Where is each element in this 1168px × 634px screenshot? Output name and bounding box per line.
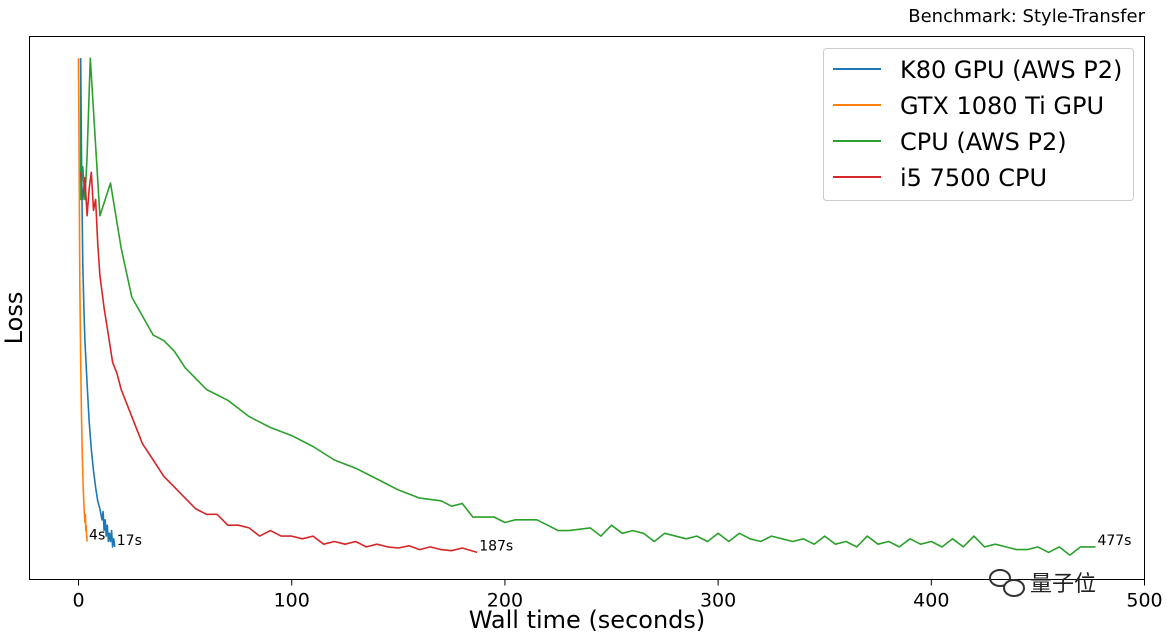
series-line xyxy=(77,58,88,542)
x-tick-label: 200 xyxy=(487,590,523,612)
series-end-label: 477s xyxy=(1097,533,1131,549)
legend-entry-label: CPU (AWS P2) xyxy=(900,128,1067,156)
series-layer: 17s 4s 477s 187s xyxy=(77,57,1131,556)
x-axis-title: Wall time (seconds) xyxy=(469,606,706,634)
y-axis-title: Loss xyxy=(0,292,28,345)
x-tick-label: 500 xyxy=(1126,590,1162,612)
legend-box xyxy=(823,48,1134,201)
x-tick-label: 300 xyxy=(700,590,736,612)
series-end-label: 187s xyxy=(479,538,513,554)
chart-title: Benchmark: Style-Transfer xyxy=(908,6,1145,27)
x-tick-label: 0 xyxy=(72,590,84,612)
x-tick-label: 400 xyxy=(913,590,949,612)
legend: K80 GPU (AWS P2) GTX 1080 Ti GPU CPU (AWS … xyxy=(823,48,1134,201)
series-line xyxy=(79,171,478,554)
plot-area-frame xyxy=(29,36,1145,580)
wechat-icon xyxy=(989,569,1025,597)
series-end-label: 4s xyxy=(89,527,105,543)
watermark: 量子位 xyxy=(989,569,1096,597)
series-end-label: 17s xyxy=(117,533,142,549)
legend-entry-label: K80 GPU (AWS P2) xyxy=(900,56,1122,84)
series-line xyxy=(79,57,1096,556)
x-axis: 0 100 200 300 400 500 xyxy=(72,579,1163,612)
legend-entry-label: i5 7500 CPU xyxy=(900,164,1047,192)
series-line xyxy=(79,58,116,548)
watermark-text: 量子位 xyxy=(1030,572,1096,597)
legend-entry-label: GTX 1080 Ti GPU xyxy=(900,92,1104,120)
x-tick-label: 100 xyxy=(274,590,310,612)
